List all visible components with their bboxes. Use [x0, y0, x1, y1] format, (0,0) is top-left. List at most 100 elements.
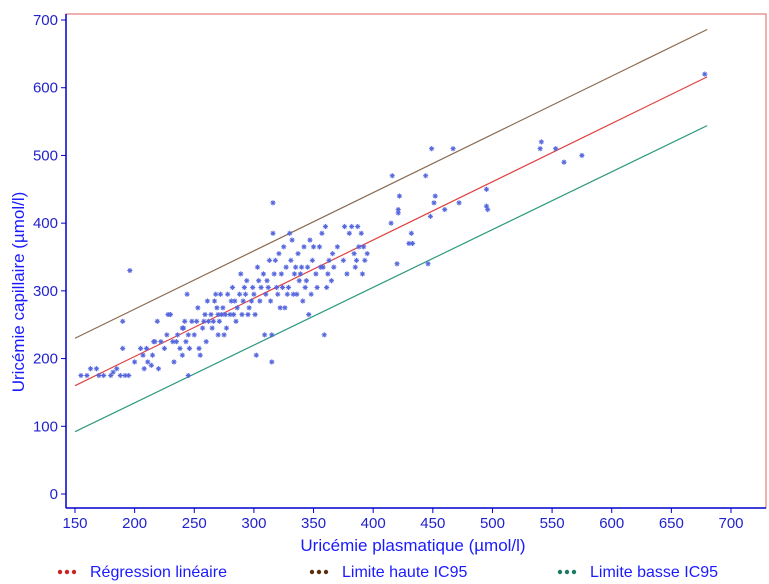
data-point: [423, 173, 429, 179]
data-point: [158, 339, 164, 345]
data-point: [122, 372, 128, 379]
legend: Régression linéaire Limite haute IC95 Limi…: [57, 564, 718, 581]
data-point: [265, 284, 271, 291]
data-point: [84, 372, 90, 379]
data-point: [96, 372, 102, 379]
data-point: [297, 271, 304, 277]
data-point: [316, 244, 323, 250]
data-point: [120, 345, 126, 352]
data-point: [205, 318, 212, 324]
legend-marker: [64, 569, 70, 575]
y-tick-label: 0: [50, 486, 58, 503]
x-tick-labels: 150 200 250 300 350 400 450 500 550 600 650 700: [62, 515, 743, 532]
data-point: [389, 173, 395, 179]
data-point: [340, 257, 346, 263]
data-point: [222, 311, 228, 318]
data-points: [78, 71, 708, 379]
series-lines: [74, 28, 708, 433]
data-point: [334, 244, 340, 250]
data-point: [132, 359, 138, 365]
data-point: [361, 244, 367, 250]
data-point: [120, 318, 126, 324]
data-point: [110, 369, 116, 375]
data-point: [270, 230, 276, 236]
data-point: [288, 257, 294, 263]
data-point: [225, 291, 231, 297]
data-point: [431, 200, 437, 206]
data-point: [186, 345, 193, 352]
data-point: [289, 237, 295, 243]
data-point: [152, 339, 158, 345]
data-point: [195, 305, 201, 311]
data-point: [483, 186, 490, 192]
data-point: [279, 284, 286, 291]
data-point: [553, 146, 559, 152]
data-point: [346, 230, 352, 236]
data-point: [244, 278, 250, 284]
data-point: [442, 207, 448, 213]
legend-marker: [564, 569, 570, 575]
legend-marker: [71, 569, 77, 575]
data-point: [427, 213, 434, 219]
data-point: [362, 257, 368, 263]
data-point: [356, 244, 362, 250]
data-point: [149, 352, 156, 358]
legend-label: Limite haute IC95: [342, 564, 468, 581]
data-point: [191, 332, 197, 338]
data-point: [271, 271, 277, 277]
data-point: [246, 305, 252, 311]
data-point: [429, 146, 435, 152]
legend-item: Limite haute IC95: [309, 564, 468, 581]
data-point: [306, 311, 312, 318]
data-point: [320, 264, 326, 270]
data-point: [229, 284, 236, 291]
data-point: [352, 264, 358, 270]
data-point: [211, 298, 218, 304]
data-point: [185, 372, 191, 379]
data-point: [194, 318, 200, 324]
data-point: [185, 332, 191, 338]
data-point: [277, 305, 283, 311]
x-axis-label: Uricémie plasmatique (µmol/l): [300, 536, 525, 555]
data-point: [278, 271, 284, 277]
data-point: [394, 261, 400, 267]
legend-marker: [57, 569, 63, 575]
data-point: [485, 207, 491, 213]
data-point: [87, 366, 94, 372]
data-point: [215, 332, 221, 338]
x-tick-label: 350: [301, 515, 326, 532]
data-point: [253, 352, 259, 358]
data-point: [250, 284, 256, 291]
data-point: [179, 352, 185, 358]
data-point: [200, 325, 206, 331]
data-point: [242, 291, 249, 297]
data-point: [234, 305, 240, 311]
data-point: [223, 325, 230, 331]
data-point: [201, 318, 207, 324]
data-point: [257, 298, 263, 304]
data-point: [197, 352, 203, 358]
x-tick-label: 550: [540, 515, 565, 532]
x-tick-label: 600: [599, 515, 624, 532]
x-tick-label: 650: [659, 515, 684, 532]
data-point: [117, 372, 123, 379]
data-point: [260, 271, 267, 277]
data-point: [232, 298, 238, 304]
y-axis-label: Uricémie capillaire (µmol/l): [9, 192, 28, 393]
data-point: [269, 359, 275, 365]
data-point: [299, 264, 305, 270]
data-point: [236, 291, 243, 297]
data-point: [344, 271, 350, 277]
data-point: [395, 207, 401, 213]
data-point: [171, 359, 177, 365]
y-tick-label: 500: [33, 147, 58, 164]
data-point: [313, 271, 319, 277]
data-point: [141, 366, 147, 372]
data-point: [217, 291, 224, 297]
data-point: [155, 366, 162, 372]
data-point: [537, 146, 543, 152]
data-point: [101, 372, 107, 379]
data-point: [322, 223, 329, 230]
data-point: [304, 264, 311, 270]
